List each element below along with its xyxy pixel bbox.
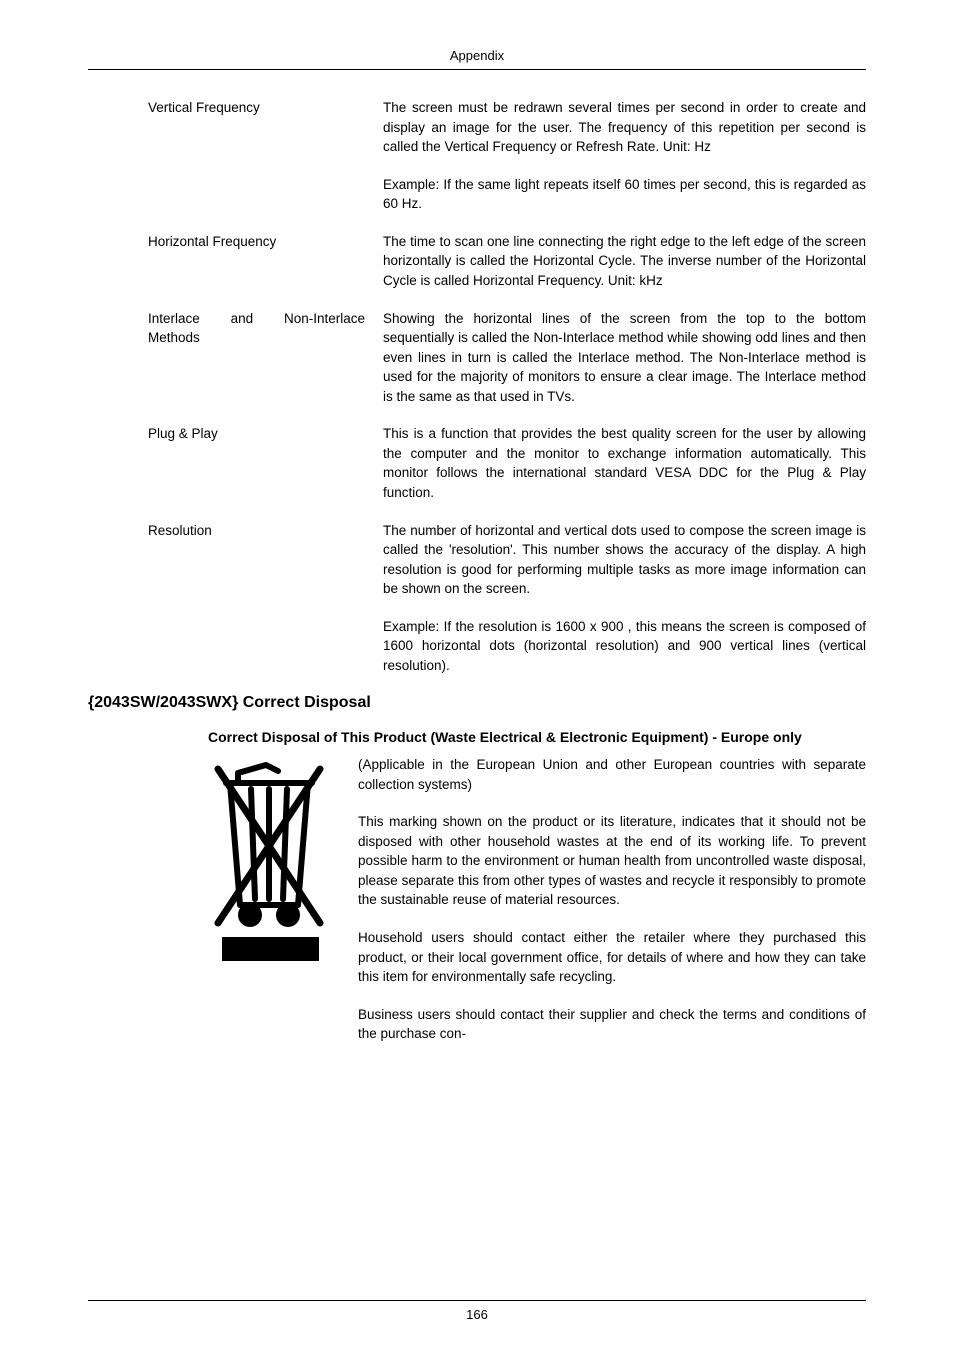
page-number: 166 bbox=[88, 1307, 866, 1322]
weee-icon bbox=[208, 755, 333, 965]
term-para: The time to scan one line connecting the… bbox=[383, 232, 866, 291]
term-para: The number of horizontal and vertical do… bbox=[383, 521, 866, 599]
disposal-text: (Applicable in the European Union and ot… bbox=[358, 755, 866, 1044]
terms-table: Vertical Frequency The screen must be re… bbox=[88, 98, 866, 676]
disposal-para: (Applicable in the European Union and ot… bbox=[358, 755, 866, 794]
term-definition: The screen must be redrawn several times… bbox=[383, 98, 866, 214]
weee-icon-col bbox=[208, 755, 358, 1044]
disposal-para: Household users should contact either th… bbox=[358, 928, 866, 987]
header-rule bbox=[88, 69, 866, 70]
page-footer: 166 bbox=[88, 1300, 866, 1322]
disposal-row: (Applicable in the European Union and ot… bbox=[208, 755, 866, 1044]
disposal-para: This marking shown on the product or its… bbox=[358, 812, 866, 910]
disposal-subheading: Correct Disposal of This Product (Waste … bbox=[208, 728, 866, 748]
disposal-para: Business users should contact their supp… bbox=[358, 1005, 866, 1044]
term-para: Example: If the resolution is 1600 x 900… bbox=[383, 617, 866, 676]
term-definition: The time to scan one line connecting the… bbox=[383, 232, 866, 291]
term-para: Example: If the same light repeats itsel… bbox=[383, 175, 866, 214]
term-para: Showing the horizontal lines of the scre… bbox=[383, 309, 866, 407]
term-label: Plug & Play bbox=[148, 424, 383, 502]
term-label: Vertical Frequency bbox=[148, 98, 383, 214]
disposal-block: Correct Disposal of This Product (Waste … bbox=[88, 728, 866, 1044]
term-label: Interlace and Non-Interlace Methods bbox=[148, 309, 383, 407]
footer-rule bbox=[88, 1300, 866, 1301]
term-definition: Showing the horizontal lines of the scre… bbox=[383, 309, 866, 407]
term-row: Vertical Frequency The screen must be re… bbox=[148, 98, 866, 214]
term-label: Horizontal Frequency bbox=[148, 232, 383, 291]
term-row: Resolution The number of horizontal and … bbox=[148, 521, 866, 676]
term-para: This is a function that provides the bes… bbox=[383, 424, 866, 502]
term-definition: This is a function that provides the bes… bbox=[383, 424, 866, 502]
section-heading: {2043SW/2043SWX} Correct Disposal bbox=[88, 694, 866, 712]
term-row: Interlace and Non-Interlace Methods Show… bbox=[148, 309, 866, 407]
page-header: Appendix bbox=[88, 48, 866, 69]
term-row: Plug & Play This is a function that prov… bbox=[148, 424, 866, 502]
term-label: Resolution bbox=[148, 521, 383, 676]
term-para: The screen must be redrawn several times… bbox=[383, 98, 866, 157]
term-definition: The number of horizontal and vertical do… bbox=[383, 521, 866, 676]
term-label-text: Interlace and Non-Interlace Methods bbox=[148, 311, 365, 346]
term-row: Horizontal Frequency The time to scan on… bbox=[148, 232, 866, 291]
